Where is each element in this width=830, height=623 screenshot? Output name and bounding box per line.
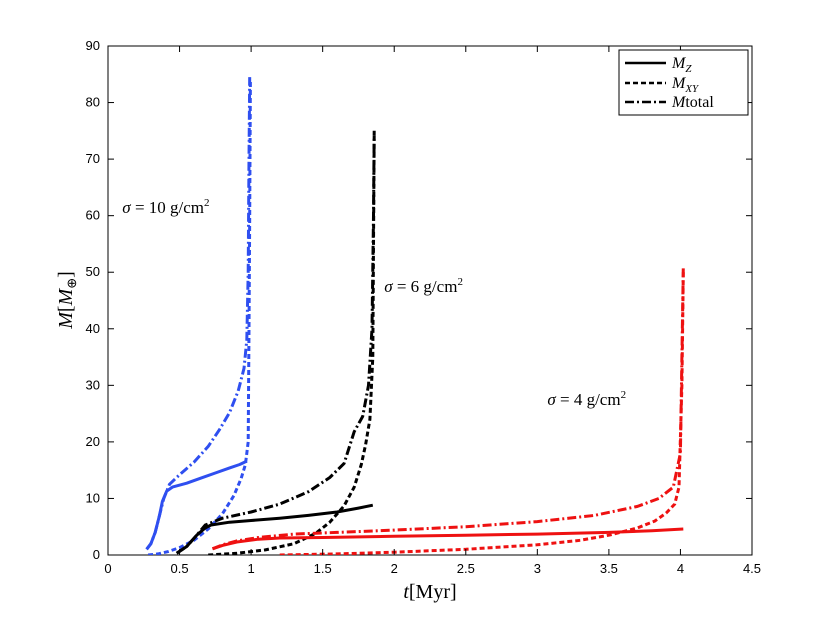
y-tick-label: 0 <box>93 547 100 562</box>
annotation-sigma4-sup: 2 <box>621 389 627 401</box>
annotation-sigma10-symbol: σ <box>122 198 131 217</box>
annotation-sigma6: σ = 6 g/cm2 <box>384 276 463 296</box>
annotation-sigma10-sup: 2 <box>204 197 210 209</box>
x-tick-label: 1.5 <box>314 561 332 576</box>
annotation-sigma4-symbol: σ <box>547 390 556 409</box>
y-tick-label: 20 <box>86 434 100 449</box>
y-tick-label: 70 <box>86 151 100 166</box>
plot-frame <box>107 45 753 556</box>
y-tick-label: 50 <box>86 264 100 279</box>
y-tick-label: 90 <box>86 38 100 53</box>
y-tick-label: 40 <box>86 321 100 336</box>
legend-entry-mtotal-rest: total <box>685 94 714 111</box>
annotation-sigma6-text: = 6 g/cm <box>393 277 458 296</box>
annotation-sigma4: σ = 4 g/cm2 <box>547 389 626 409</box>
legend-entry-mxy-sub: XY <box>684 83 700 95</box>
legend-entry-mtotal: Mtotal <box>671 94 714 111</box>
x-tick-label: 2 <box>391 561 398 576</box>
y-axis-label-var: M <box>55 311 77 330</box>
series-line-sigma4-dashdot <box>211 266 685 551</box>
x-axis-label-unit: [Myr] <box>409 581 457 603</box>
x-tick-label: 4 <box>677 561 684 576</box>
series-layer <box>145 77 685 555</box>
legend-entry-mxy: MXY <box>671 75 700 95</box>
legend-entry-mz: MZ <box>671 55 692 75</box>
annotation-sigma10-text: = 10 g/cm <box>131 198 204 217</box>
series-line-sigma6-dashdot <box>175 130 376 555</box>
y-axis-label-unit-sym: M <box>55 287 77 306</box>
x-tick-label: 0 <box>104 561 111 576</box>
x-axis-label: t[Myr] <box>403 581 456 603</box>
x-axis-label-var: t <box>403 581 409 603</box>
annotation-sigma4-text: = 4 g/cm <box>556 390 621 409</box>
series-line-sigma4-dashed <box>279 272 685 555</box>
y-axis-label-unit-sub: ⊕ <box>64 278 79 289</box>
series-line-sigma10-dashed <box>147 79 252 555</box>
annotation-sigma6-symbol: σ <box>384 277 393 296</box>
y-tick-label: 10 <box>86 490 100 505</box>
annotation-sigma10: σ = 10 g/cm2 <box>122 197 209 217</box>
series-line-sigma10-dashdot <box>145 77 252 551</box>
legend: MZ MXY Mtotal <box>618 49 749 116</box>
x-tick-label: 4.5 <box>743 561 761 576</box>
x-tick-label: 3 <box>534 561 541 576</box>
x-tick-label: 0.5 <box>171 561 189 576</box>
annotations: σ = 10 g/cm2 σ = 6 g/cm2 σ = 4 g/cm2 <box>122 197 626 409</box>
legend-entry-mz-sub: Z <box>685 63 692 75</box>
annotation-sigma6-sup: 2 <box>457 276 463 288</box>
y-axis-label: M[M⊕] <box>55 271 79 330</box>
legend-entry-mz-main: M <box>671 55 687 72</box>
x-tick-label: 3.5 <box>600 561 618 576</box>
series-line-sigma6-dashed <box>208 133 376 555</box>
legend-entry-mtotal-main: M <box>671 94 687 111</box>
y-axis-label-open: [ <box>55 305 77 312</box>
y-tick-label: 30 <box>86 377 100 392</box>
y-axis-label-close: ] <box>55 271 77 278</box>
y-tick-label: 80 <box>86 95 100 110</box>
x-tick-label: 2.5 <box>457 561 475 576</box>
legend-box <box>618 49 749 116</box>
x-tick-label: 1 <box>247 561 254 576</box>
y-tick-label: 60 <box>86 208 100 223</box>
legend-entry-mxy-main: M <box>671 75 687 92</box>
ticks-layer: 0 0.5 1 1.5 2 2.5 3 3.5 4 4.5 0 10 20 30 40 50 60 70 80 90 <box>86 38 762 576</box>
